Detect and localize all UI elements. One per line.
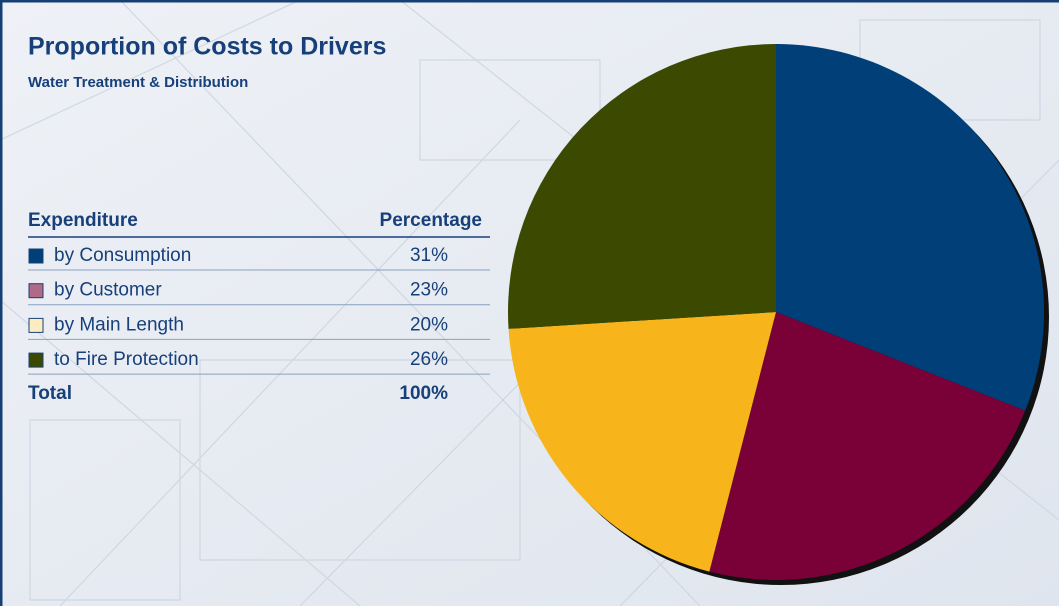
- pie-slice: [709, 312, 1026, 580]
- legend-label: to Fire Protection: [54, 349, 199, 370]
- total-label: Total: [28, 383, 72, 404]
- legend-swatch: [28, 352, 44, 368]
- total-value: 100%: [399, 383, 448, 404]
- column-header: Percentage: [380, 210, 482, 231]
- value-label: 31%: [410, 245, 448, 266]
- value-label: 20%: [410, 314, 448, 335]
- pie-slice: [508, 312, 776, 572]
- value-label: 23%: [410, 280, 448, 301]
- chart-subtitle: Water Treatment & Distribution: [28, 74, 248, 91]
- legend-label: by Main Length: [54, 314, 184, 335]
- legend-label: by Customer: [54, 280, 162, 301]
- legend-swatch: [28, 283, 44, 299]
- legend-swatch: [28, 248, 44, 264]
- pie-slice: [776, 44, 1044, 411]
- value-label: 26%: [410, 349, 448, 370]
- legend-swatch: [28, 317, 44, 333]
- legend-label: by Consumption: [54, 245, 191, 266]
- column-header: Expenditure: [28, 210, 138, 231]
- pie-slice: [507, 44, 776, 329]
- chart-title: Proportion of Costs to Drivers: [28, 33, 386, 61]
